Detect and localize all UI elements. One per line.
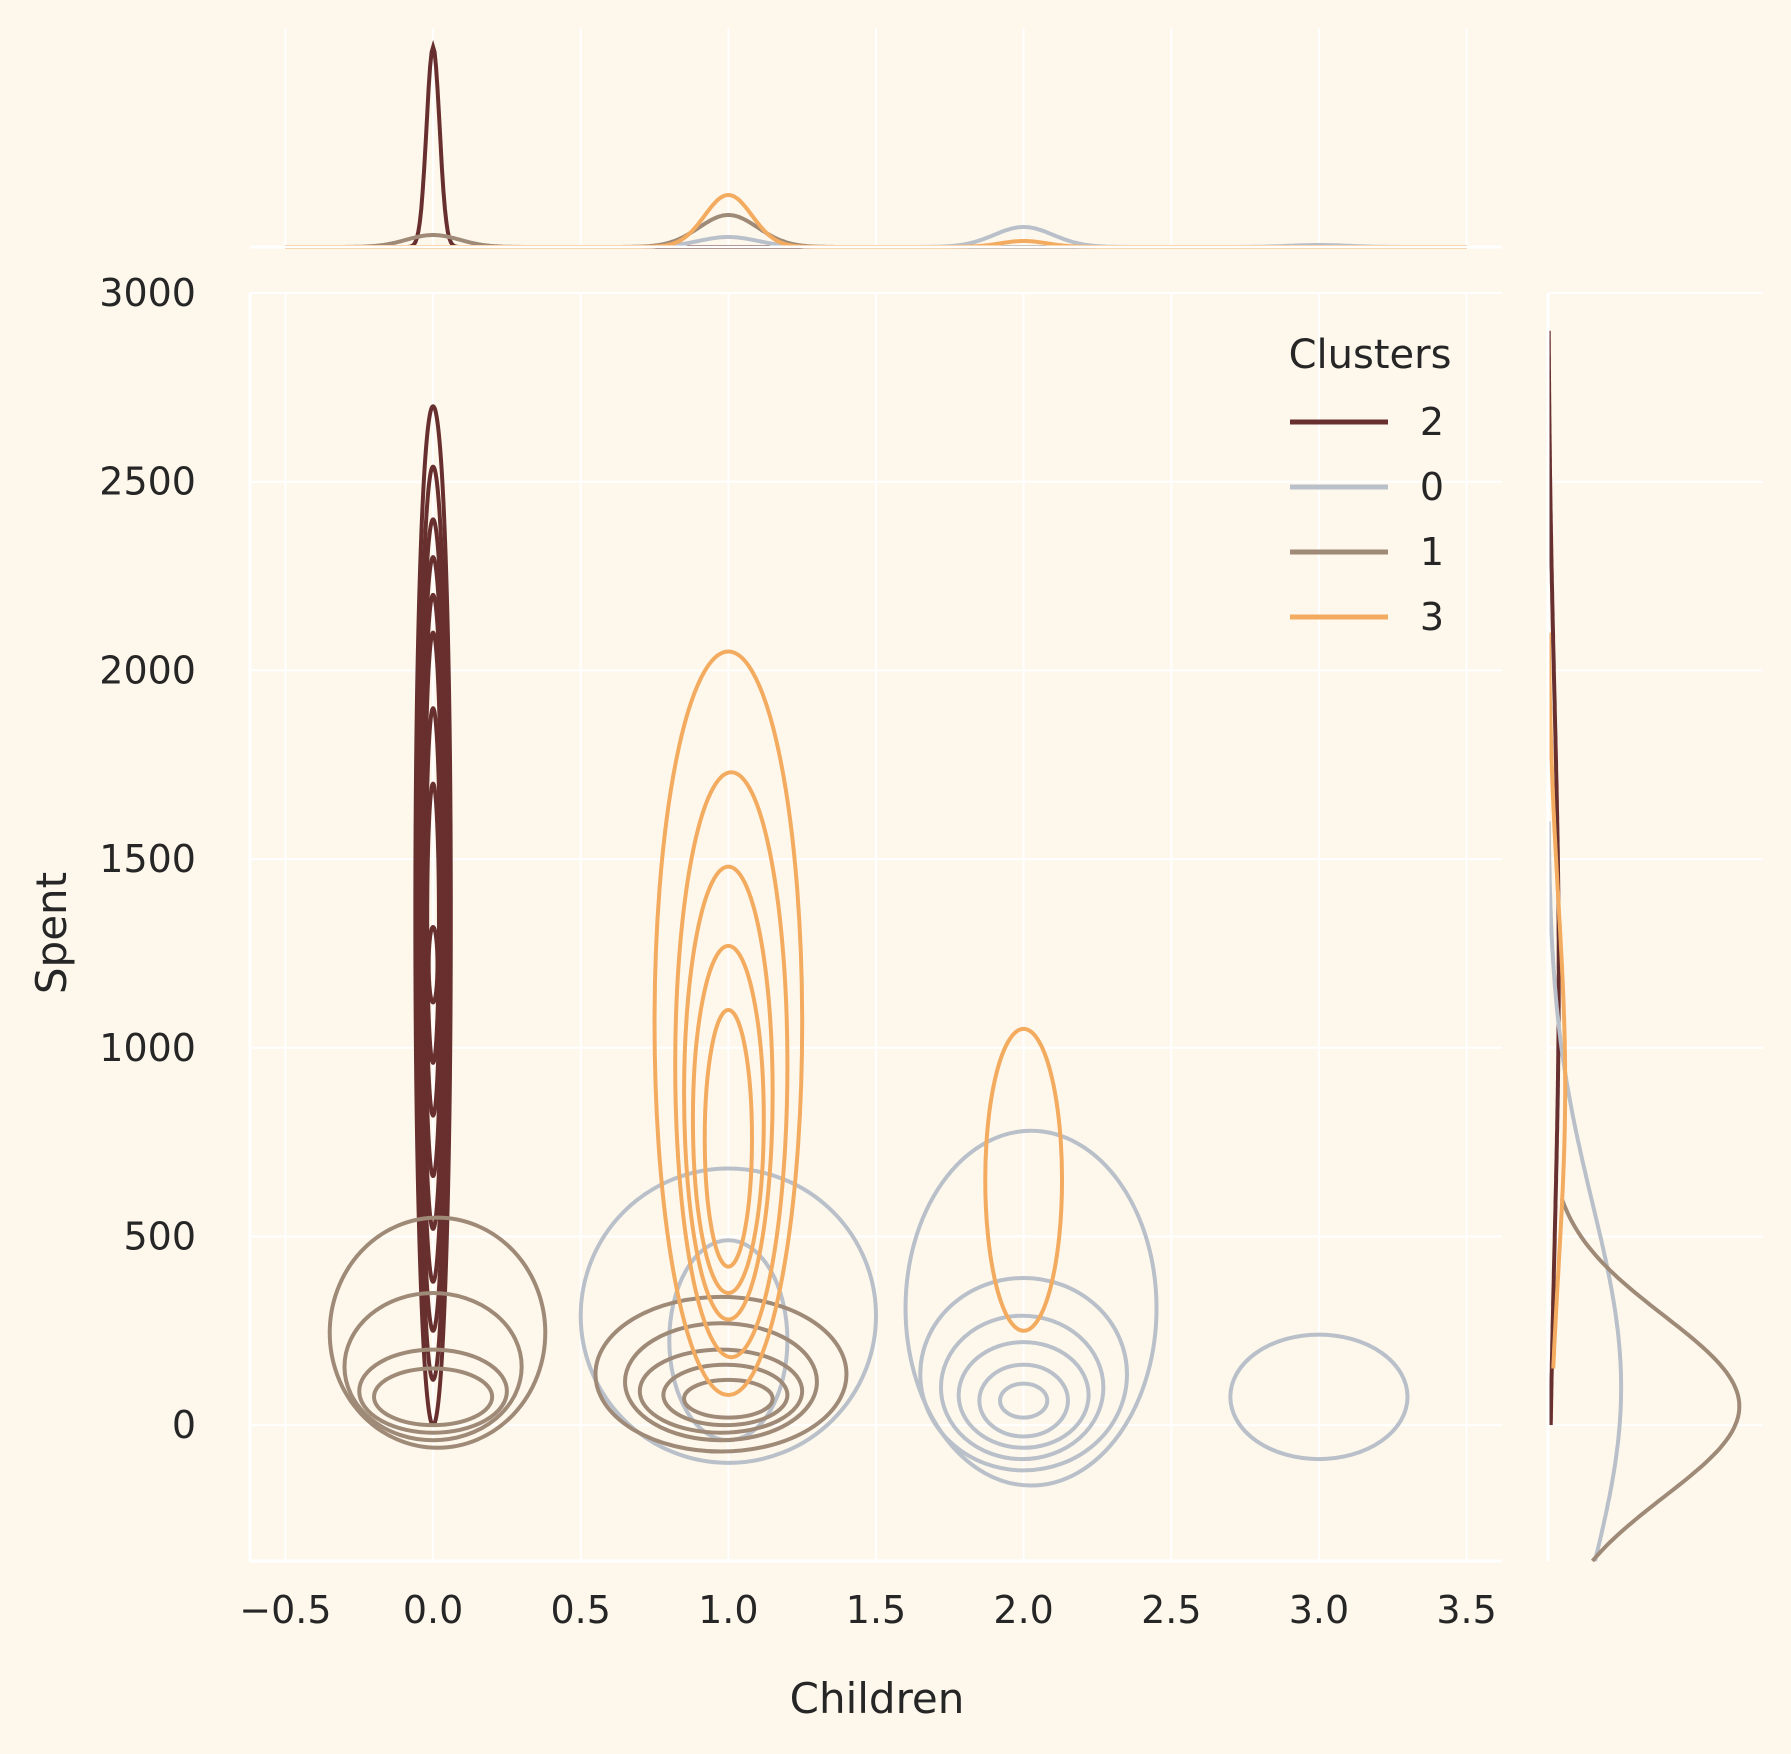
contour-line xyxy=(977,1362,1070,1439)
y-tick-label: 2000 xyxy=(99,648,196,692)
contour-line xyxy=(342,1291,524,1443)
grid-layer xyxy=(250,28,1763,1561)
legend-label-0: 0 xyxy=(1420,465,1444,509)
contour-line xyxy=(682,864,775,1322)
contour-layer xyxy=(327,404,1410,1488)
contour-line xyxy=(327,1215,548,1450)
legend-label-3: 3 xyxy=(1420,595,1444,639)
contour-series-3 xyxy=(652,649,1065,1397)
axes-layer: −0.5 0.0 0.5 1.0 1.5 2.0 2.5 3.0 3.5 0 500 1000 1500… xyxy=(99,245,1550,1632)
contour-line xyxy=(673,770,790,1360)
x-tick-label: 2.5 xyxy=(1141,1588,1201,1632)
contour-line xyxy=(372,1366,495,1428)
x-tick-label: −0.5 xyxy=(239,1588,331,1632)
y-tick-label: 500 xyxy=(123,1214,196,1258)
marginal-y-density-3 xyxy=(1546,632,1568,1369)
contour-line xyxy=(652,649,805,1397)
contour-line xyxy=(702,1008,754,1269)
y-tick-label: 1000 xyxy=(99,1026,196,1070)
contour-line xyxy=(623,1321,819,1443)
contour-line xyxy=(918,1275,1129,1473)
contour-series-0 xyxy=(578,1128,1410,1488)
legend-label-2: 2 xyxy=(1420,400,1444,444)
contour-line xyxy=(956,1340,1091,1450)
x-tick-label: 2.0 xyxy=(993,1588,1053,1632)
contour-line xyxy=(357,1347,509,1435)
contour-line xyxy=(998,1381,1050,1420)
contour-line xyxy=(661,1362,790,1428)
legend-title: Clusters xyxy=(1289,332,1452,378)
marginal-y-plot xyxy=(1546,330,1742,1563)
contour-line xyxy=(983,1026,1065,1333)
y-tick-label: 0 xyxy=(172,1403,196,1447)
x-tick-label: 0.0 xyxy=(403,1588,463,1632)
y-tick-label: 3000 xyxy=(99,271,196,315)
x-axis-title: Children xyxy=(790,1674,965,1723)
contour-series-1 xyxy=(327,1215,849,1454)
x-tick-label: 3.5 xyxy=(1436,1588,1496,1632)
x-tick-label: 1.0 xyxy=(698,1588,758,1632)
y-tick-label: 2500 xyxy=(99,460,196,504)
x-tick-label: 0.5 xyxy=(550,1588,610,1632)
x-tick-label: 1.5 xyxy=(846,1588,906,1632)
contour-line xyxy=(1228,1332,1410,1462)
contour-line xyxy=(682,1377,775,1420)
y-axis-title: Spent xyxy=(27,872,76,994)
marginal-y-density-1 xyxy=(1559,1198,1742,1563)
contour-line xyxy=(593,1294,849,1454)
marginal-y-density-0 xyxy=(1546,821,1624,1562)
contour-line xyxy=(578,1166,879,1465)
contour-line xyxy=(903,1128,1159,1488)
contour-line xyxy=(426,925,440,1005)
contour-line xyxy=(425,781,441,1065)
legend-label-1: 1 xyxy=(1420,530,1444,574)
y-tick-label: 1500 xyxy=(99,837,196,881)
contour-line xyxy=(690,943,766,1296)
x-tick-label: 3.0 xyxy=(1289,1588,1349,1632)
contour-line xyxy=(938,1313,1106,1462)
